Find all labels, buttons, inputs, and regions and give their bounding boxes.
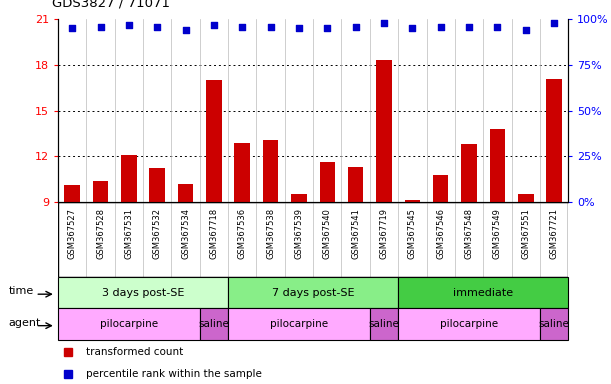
Bar: [64, 185, 80, 202]
Bar: [398, 308, 540, 340]
Bar: [121, 155, 137, 202]
Bar: [461, 144, 477, 202]
Bar: [376, 60, 392, 202]
Point: [464, 23, 474, 30]
Text: GSM367540: GSM367540: [323, 208, 332, 259]
Bar: [235, 142, 250, 202]
Point: [67, 25, 77, 31]
Text: saline: saline: [368, 319, 400, 329]
Text: GSM367534: GSM367534: [181, 208, 190, 259]
Bar: [206, 80, 222, 202]
Point: [408, 25, 417, 31]
Text: GSM367532: GSM367532: [153, 208, 162, 259]
Point: [351, 23, 360, 30]
Point: [96, 23, 106, 30]
Text: GSM367719: GSM367719: [379, 208, 389, 259]
Text: GSM367551: GSM367551: [521, 208, 530, 259]
Text: 7 days post-SE: 7 days post-SE: [272, 288, 354, 298]
Point: [152, 23, 162, 30]
Text: GSM367546: GSM367546: [436, 208, 445, 259]
Bar: [58, 308, 200, 340]
Bar: [58, 277, 228, 308]
Point: [521, 27, 530, 33]
Point: [209, 22, 219, 28]
Text: GSM367528: GSM367528: [96, 208, 105, 259]
Text: time: time: [9, 286, 34, 296]
Bar: [228, 277, 398, 308]
Bar: [178, 184, 194, 202]
Bar: [433, 175, 448, 202]
Text: GSM367718: GSM367718: [210, 208, 219, 259]
Bar: [263, 139, 279, 202]
Text: percentile rank within the sample: percentile rank within the sample: [86, 369, 262, 379]
Text: GSM367536: GSM367536: [238, 208, 247, 259]
Bar: [404, 200, 420, 202]
Text: GDS3827 / 71071: GDS3827 / 71071: [52, 0, 170, 10]
Bar: [489, 129, 505, 202]
Text: GSM367545: GSM367545: [408, 208, 417, 259]
Point: [294, 25, 304, 31]
Bar: [398, 277, 568, 308]
Text: saline: saline: [199, 319, 229, 329]
Point: [266, 23, 276, 30]
Bar: [370, 308, 398, 340]
Bar: [93, 180, 108, 202]
Point: [492, 23, 502, 30]
Bar: [228, 308, 370, 340]
Text: pilocarpine: pilocarpine: [100, 319, 158, 329]
Text: agent: agent: [9, 318, 41, 328]
Text: pilocarpine: pilocarpine: [270, 319, 328, 329]
Bar: [291, 194, 307, 202]
Text: GSM367721: GSM367721: [549, 208, 558, 259]
Text: GSM367531: GSM367531: [125, 208, 133, 259]
Bar: [150, 169, 165, 202]
Bar: [546, 79, 562, 202]
Text: transformed count: transformed count: [86, 347, 183, 357]
Text: 3 days post-SE: 3 days post-SE: [102, 288, 185, 298]
Bar: [518, 194, 533, 202]
Bar: [320, 162, 335, 202]
Point: [379, 20, 389, 26]
Point: [124, 22, 134, 28]
Text: GSM367527: GSM367527: [68, 208, 77, 259]
Text: GSM367541: GSM367541: [351, 208, 360, 259]
Point: [323, 25, 332, 31]
Bar: [348, 167, 364, 202]
Text: pilocarpine: pilocarpine: [440, 319, 498, 329]
Bar: [200, 308, 228, 340]
Text: saline: saline: [539, 319, 569, 329]
Text: GSM367538: GSM367538: [266, 208, 275, 259]
Text: GSM367539: GSM367539: [295, 208, 304, 259]
Bar: [540, 308, 568, 340]
Point: [238, 23, 247, 30]
Point: [436, 23, 445, 30]
Point: [181, 27, 191, 33]
Text: immediate: immediate: [453, 288, 513, 298]
Text: GSM367549: GSM367549: [493, 208, 502, 259]
Text: GSM367548: GSM367548: [464, 208, 474, 259]
Point: [549, 20, 559, 26]
